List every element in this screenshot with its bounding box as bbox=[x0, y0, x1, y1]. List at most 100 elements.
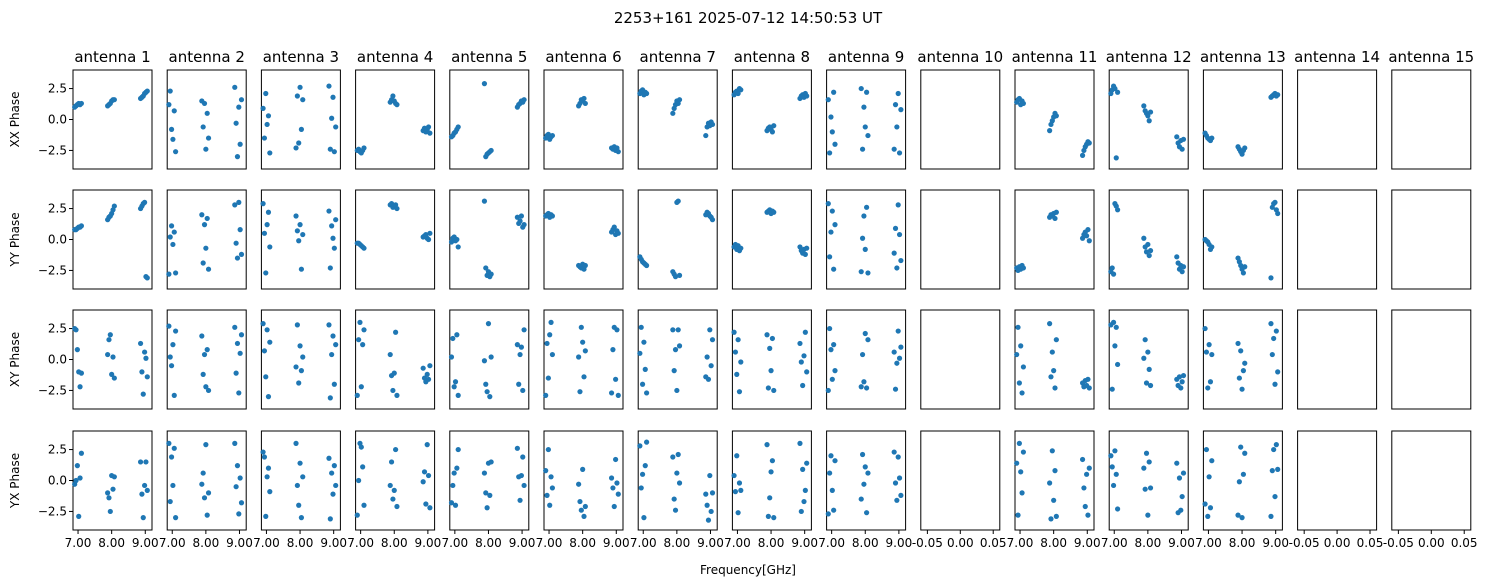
data-point bbox=[267, 339, 273, 345]
data-point bbox=[201, 222, 208, 228]
data-point bbox=[1272, 493, 1278, 500]
data-point bbox=[1079, 456, 1086, 463]
data-point bbox=[74, 463, 80, 469]
data-point bbox=[331, 149, 337, 155]
data-point bbox=[671, 496, 677, 502]
data-point bbox=[734, 453, 740, 459]
data-point bbox=[260, 201, 266, 207]
data-point bbox=[859, 235, 866, 241]
data-point bbox=[581, 95, 587, 102]
data-point bbox=[831, 507, 837, 513]
data-point bbox=[771, 209, 777, 215]
data-point bbox=[327, 146, 333, 152]
data-point bbox=[1051, 368, 1057, 374]
x-tick-label: 0.05 bbox=[980, 536, 1007, 550]
data-point bbox=[704, 354, 710, 360]
data-point bbox=[769, 458, 776, 464]
data-point bbox=[1086, 238, 1092, 244]
data-point bbox=[676, 97, 683, 103]
data-point bbox=[580, 466, 586, 472]
data-point bbox=[641, 515, 647, 521]
data-point bbox=[143, 355, 149, 361]
subplot-title: antenna 10 bbox=[917, 48, 1003, 66]
data-point bbox=[106, 337, 112, 343]
data-point bbox=[1053, 113, 1059, 119]
subplot-frame bbox=[731, 430, 812, 531]
data-point bbox=[265, 209, 272, 215]
x-tick-label: 9.00 bbox=[132, 536, 159, 550]
data-point bbox=[644, 439, 650, 445]
data-point bbox=[293, 364, 299, 370]
data-point bbox=[707, 327, 713, 333]
data-point bbox=[265, 394, 272, 400]
data-point bbox=[199, 481, 205, 487]
data-point bbox=[200, 260, 206, 266]
data-point bbox=[615, 491, 621, 497]
x-tick-label: 0.00 bbox=[947, 536, 974, 550]
data-point bbox=[894, 497, 900, 503]
data-point bbox=[638, 324, 644, 330]
data-point bbox=[387, 482, 393, 489]
subplot-frame bbox=[355, 69, 436, 170]
data-point bbox=[1146, 118, 1152, 124]
data-point bbox=[892, 386, 899, 392]
data-point bbox=[427, 230, 433, 236]
subplot-frame bbox=[72, 69, 153, 170]
data-point bbox=[1112, 85, 1118, 92]
y-axis-label: XX Phase bbox=[8, 91, 22, 147]
x-tick-label: 7.00 bbox=[1195, 536, 1222, 550]
data-point bbox=[1209, 351, 1215, 358]
data-point bbox=[608, 390, 615, 396]
subplot-frame bbox=[637, 69, 718, 170]
data-point bbox=[425, 472, 432, 479]
data-point bbox=[1086, 465, 1092, 471]
data-point bbox=[105, 490, 111, 496]
data-point bbox=[73, 477, 79, 484]
x-tick-label: 8.00 bbox=[98, 536, 125, 550]
data-point bbox=[238, 332, 245, 338]
subplot-frame bbox=[1391, 189, 1472, 290]
data-point bbox=[1176, 475, 1183, 481]
x-tick-label: 7.00 bbox=[536, 536, 563, 550]
x-tick-label: 9.00 bbox=[1168, 536, 1195, 550]
subplot-frame bbox=[637, 309, 718, 410]
data-point bbox=[671, 368, 677, 374]
data-point bbox=[78, 223, 85, 229]
data-point bbox=[828, 229, 834, 235]
data-point bbox=[705, 517, 712, 523]
data-point bbox=[1275, 466, 1281, 472]
data-point bbox=[521, 222, 527, 228]
subplot-title: antenna 6 bbox=[545, 48, 621, 66]
data-point bbox=[78, 100, 85, 107]
data-point bbox=[861, 379, 867, 385]
data-point bbox=[580, 339, 586, 345]
data-point bbox=[638, 485, 644, 491]
data-point bbox=[144, 374, 150, 380]
data-point bbox=[203, 384, 209, 390]
data-point bbox=[1242, 264, 1248, 270]
data-point bbox=[1143, 450, 1150, 456]
x-tick-label: 9.00 bbox=[320, 536, 347, 550]
data-point bbox=[892, 102, 899, 108]
data-point bbox=[1202, 325, 1208, 332]
data-point bbox=[455, 446, 461, 453]
data-point bbox=[1109, 386, 1115, 392]
data-point bbox=[1206, 342, 1212, 348]
data-point bbox=[549, 485, 556, 491]
data-point bbox=[708, 508, 714, 515]
data-point bbox=[170, 482, 176, 489]
data-point bbox=[200, 124, 206, 130]
data-point bbox=[74, 347, 80, 353]
x-tick-label: 7.00 bbox=[630, 536, 657, 550]
data-point bbox=[423, 501, 429, 507]
data-point bbox=[828, 453, 834, 459]
data-point bbox=[1180, 136, 1187, 142]
data-point bbox=[425, 124, 432, 130]
data-point bbox=[1240, 368, 1247, 374]
x-tick-label: 8.00 bbox=[475, 536, 502, 550]
data-point bbox=[1202, 501, 1208, 507]
subplot-frame bbox=[826, 430, 907, 531]
data-point bbox=[1015, 512, 1021, 518]
data-point bbox=[675, 198, 681, 204]
data-point bbox=[388, 459, 395, 465]
